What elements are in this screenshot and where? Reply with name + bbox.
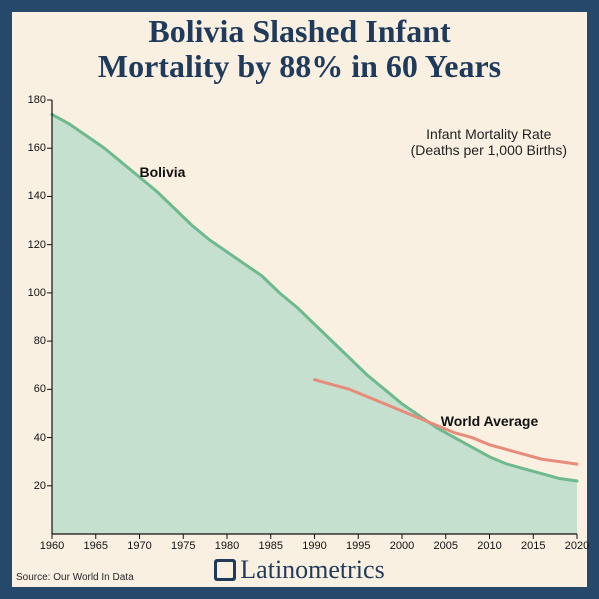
x-tick-label: 1970 [127,540,151,552]
y-tick-label: 140 [28,190,46,202]
y-tick-label: 60 [34,383,46,395]
series-label-world: World Average [441,413,539,429]
y-tick-label: 20 [34,480,46,492]
x-tick-label: 1965 [84,540,108,552]
chart-title: Bolivia Slashed InfantMortality by 88% i… [12,14,587,84]
y-tick-label: 80 [34,335,46,347]
x-tick-label: 2005 [434,540,458,552]
title-line: Bolivia Slashed Infant [148,13,450,49]
x-tick-label: 2015 [521,540,545,552]
chart-svg [52,100,577,534]
y-tick-label: 120 [28,239,46,251]
x-tick-label: 1980 [215,540,239,552]
x-tick-label: 1985 [259,540,283,552]
x-tick-label: 2020 [565,540,589,552]
metric-legend: Infant Mortality Rate (Deaths per 1,000 … [411,126,567,158]
legend-line-1: Infant Mortality Rate [411,126,567,142]
y-tick-label: 40 [34,432,46,444]
x-tick-label: 1990 [302,540,326,552]
chart-panel: Bolivia Slashed InfantMortality by 88% i… [12,12,587,587]
brand-text: Latinometrics [240,555,384,585]
outer-frame: Bolivia Slashed InfantMortality by 88% i… [0,0,599,599]
title-line: Mortality by 88% in 60 Years [98,48,501,84]
plot-area: Infant Mortality Rate (Deaths per 1,000 … [52,100,577,534]
series-label-bolivia: Bolivia [140,164,186,180]
legend-line-2: (Deaths per 1,000 Births) [411,142,567,158]
y-tick-label: 100 [28,287,46,299]
brand: Latinometrics [12,555,587,585]
x-tick-label: 2010 [477,540,501,552]
x-tick-label: 1995 [346,540,370,552]
x-tick-label: 1975 [171,540,195,552]
x-tick-label: 2000 [390,540,414,552]
map-icon [214,559,236,581]
x-tick-label: 1960 [40,540,64,552]
y-tick-label: 160 [28,142,46,154]
y-tick-label: 180 [28,94,46,106]
